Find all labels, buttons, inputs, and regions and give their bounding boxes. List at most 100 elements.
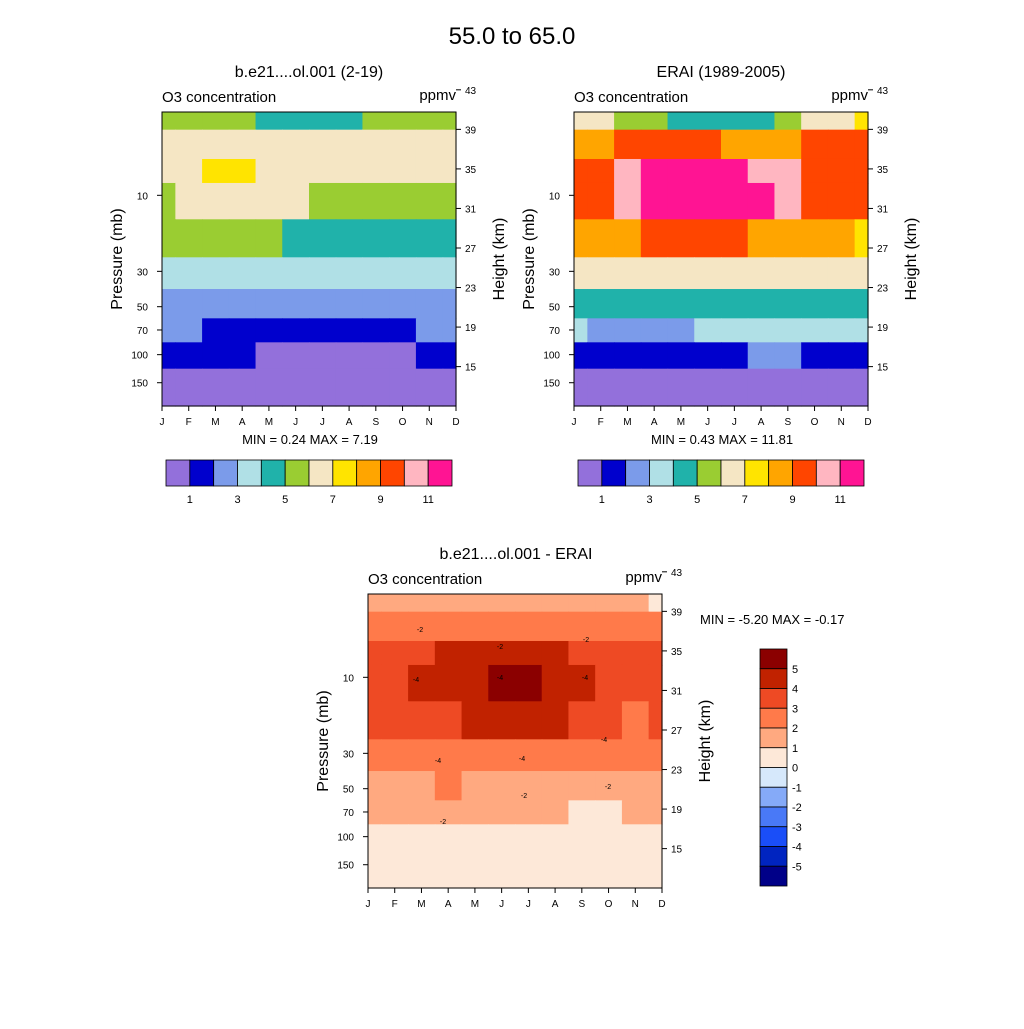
heatmap-cell [801, 318, 829, 343]
pressure-tick-label: 10 [137, 191, 149, 202]
x-tick-label: O [605, 899, 613, 910]
heatmap-cell [488, 824, 516, 852]
heatmap-cell [667, 368, 695, 407]
heatmap-cell [774, 112, 802, 131]
panel-diff-plot: J F M A M J J A S O N D 10 30 50 70 100 150 43 39 35 31 27 23 19… [315, 568, 714, 910]
heatmap-cell [309, 257, 337, 290]
heatmap-cell [694, 219, 722, 258]
heatmap-cell [640, 289, 669, 319]
heatmap-cell [694, 289, 722, 319]
heatmap-cell [175, 112, 203, 131]
colorbar-label: 2 [792, 723, 798, 735]
heatmap-cell [381, 611, 409, 642]
x-tick-label: S [578, 899, 585, 910]
heatmap-cell [667, 289, 695, 319]
heatmap-cell [415, 342, 444, 370]
heatmap-cell [721, 368, 749, 407]
heatmap-cell [541, 739, 570, 772]
colorbar-label: -3 [792, 822, 802, 834]
heatmap-cell [434, 701, 463, 740]
colorbar-box [577, 459, 603, 487]
colorbar-label: 3 [234, 494, 240, 506]
heatmap-cell [587, 219, 615, 258]
colorbar-label: 1 [599, 494, 605, 506]
heatmap-cell [595, 640, 623, 666]
heatmap-cell [614, 112, 642, 131]
height-tick-label: 15 [465, 363, 477, 374]
heatmap-cell [721, 182, 749, 220]
heatmap-cell [488, 739, 516, 772]
x-tick-label: M [471, 899, 479, 910]
heatmap-cell [621, 850, 650, 889]
heatmap-cell [162, 342, 176, 370]
panel-erai-cells [574, 112, 869, 407]
heatmap-cell [309, 368, 337, 407]
heatmap-cell [854, 219, 869, 258]
heatmap-cell [408, 824, 436, 852]
colorbar-box [759, 668, 788, 689]
contour-label: -4 [519, 756, 525, 763]
heatmap-cell [335, 112, 364, 131]
heatmap-cell [515, 771, 543, 801]
heatmap-cell [574, 129, 588, 160]
x-tick-label: F [598, 417, 604, 428]
heatmap-cell [202, 289, 230, 319]
heatmap-cell [442, 182, 457, 220]
heatmap-cell [309, 129, 337, 160]
heatmap-cell [434, 594, 463, 613]
heatmap-cell [389, 289, 417, 319]
heatmap-cell [667, 129, 695, 160]
heatmap-cell [621, 664, 650, 702]
heatmap-cell [801, 112, 829, 131]
heatmap-cell [827, 158, 856, 184]
heatmap-cell [434, 771, 463, 801]
x-tick-label: J [572, 417, 577, 428]
heatmap-cell [747, 368, 776, 407]
heatmap-cell [801, 257, 829, 290]
heatmap-cell [309, 289, 337, 319]
heatmap-cell [282, 318, 310, 343]
colorbar-box [189, 459, 215, 487]
heatmap-cell [228, 182, 257, 220]
x-tick-label: M [417, 899, 425, 910]
colorbar-box [839, 459, 865, 487]
contour-label: -4 [497, 675, 503, 682]
x-tick-label: N [426, 417, 433, 428]
heatmap-cell [541, 611, 570, 642]
heatmap-cell [587, 182, 615, 220]
heatmap-cell [721, 219, 749, 258]
heatmap-cell [389, 158, 417, 184]
heatmap-cell [415, 158, 444, 184]
heatmap-cell [461, 611, 489, 642]
heatmap-cell [747, 318, 776, 343]
colorbar-box [759, 846, 788, 867]
heatmap-cell [587, 158, 615, 184]
heatmap-cell [368, 739, 382, 772]
heatmap-cell [694, 368, 722, 407]
heatmap-cell [827, 219, 856, 258]
heatmap-cell [515, 664, 543, 702]
panel-erai-plot: J F M A M J J A S O N D 10 30 50 70 100 150 43 39 35 31 27 23 19… [521, 86, 920, 428]
x-tick-label: D [452, 417, 459, 428]
heatmap-cell [574, 289, 588, 319]
height-tick-label: 31 [877, 204, 889, 215]
heatmap-cell [335, 368, 364, 407]
height-tick-label: 43 [877, 86, 889, 97]
x-tick-label: M [623, 417, 631, 428]
colorbar-box [744, 459, 770, 487]
colorbar-box [759, 688, 788, 709]
x-tick-label: J [366, 899, 371, 910]
heatmap-cell [595, 800, 623, 825]
heatmap-cell [694, 158, 722, 184]
contour-label: -2 [605, 784, 611, 791]
colorbar-box [260, 459, 286, 487]
heatmap-cell [368, 594, 382, 613]
heatmap-cell [568, 739, 596, 772]
heatmap-cell [389, 182, 417, 220]
colorbar-box [759, 865, 788, 887]
heatmap-cell [541, 824, 570, 852]
height-tick-label: 39 [671, 607, 683, 618]
colorbar-label: 4 [792, 684, 798, 696]
